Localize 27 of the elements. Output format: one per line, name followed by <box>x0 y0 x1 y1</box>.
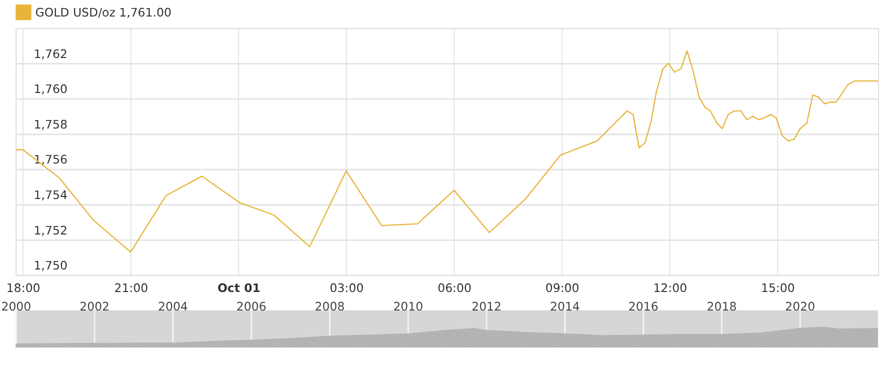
y-tick-label: 1,758 <box>34 117 68 132</box>
x-tick-label: 12:00 <box>653 281 688 296</box>
x-tick-label: 09:00 <box>545 281 580 296</box>
legend-label: GOLD USD/oz 1,761.00 <box>35 5 172 20</box>
x-tick-label: 18:00 <box>6 281 40 296</box>
y-tick-label: 1,750 <box>34 258 68 273</box>
x-tick-label: 2006 <box>236 300 266 314</box>
x-tick-label: 15:00 <box>760 281 795 296</box>
x-tick-label: 2018 <box>706 300 737 314</box>
y-tick-label: 1,752 <box>34 223 68 238</box>
x-tick-label: 2016 <box>628 300 658 314</box>
y-tick-label: 1,762 <box>34 46 68 61</box>
x-tick-label: 2008 <box>314 300 345 314</box>
x-tick-label: 03:00 <box>330 281 364 296</box>
x-tick-label: 2000 <box>1 300 32 314</box>
x-tick-label: 2010 <box>393 300 424 314</box>
x-tick-label: 06:00 <box>438 281 472 296</box>
y-tick-label: 1,756 <box>34 152 68 167</box>
x-tick-label: 2004 <box>158 300 188 314</box>
x-tick-label: 21:00 <box>114 281 148 296</box>
x-tick-label: 2012 <box>472 300 502 314</box>
x-tick-label: Oct 01 <box>217 281 260 296</box>
y-tick-label: 1,754 <box>34 188 68 202</box>
x-tick-label: 2002 <box>80 300 110 314</box>
x-tick-label: 2020 <box>785 300 816 314</box>
x-tick-label: 2014 <box>550 300 580 314</box>
y-tick-label: 1,760 <box>34 82 68 96</box>
